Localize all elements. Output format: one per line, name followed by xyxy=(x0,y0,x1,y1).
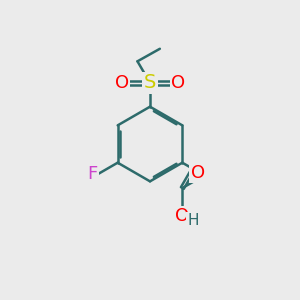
Text: H: H xyxy=(187,213,199,228)
Text: S: S xyxy=(144,73,156,92)
Text: O: O xyxy=(175,207,189,225)
Text: O: O xyxy=(115,74,129,92)
Text: O: O xyxy=(171,74,185,92)
Text: O: O xyxy=(191,164,205,181)
Text: F: F xyxy=(87,165,98,183)
